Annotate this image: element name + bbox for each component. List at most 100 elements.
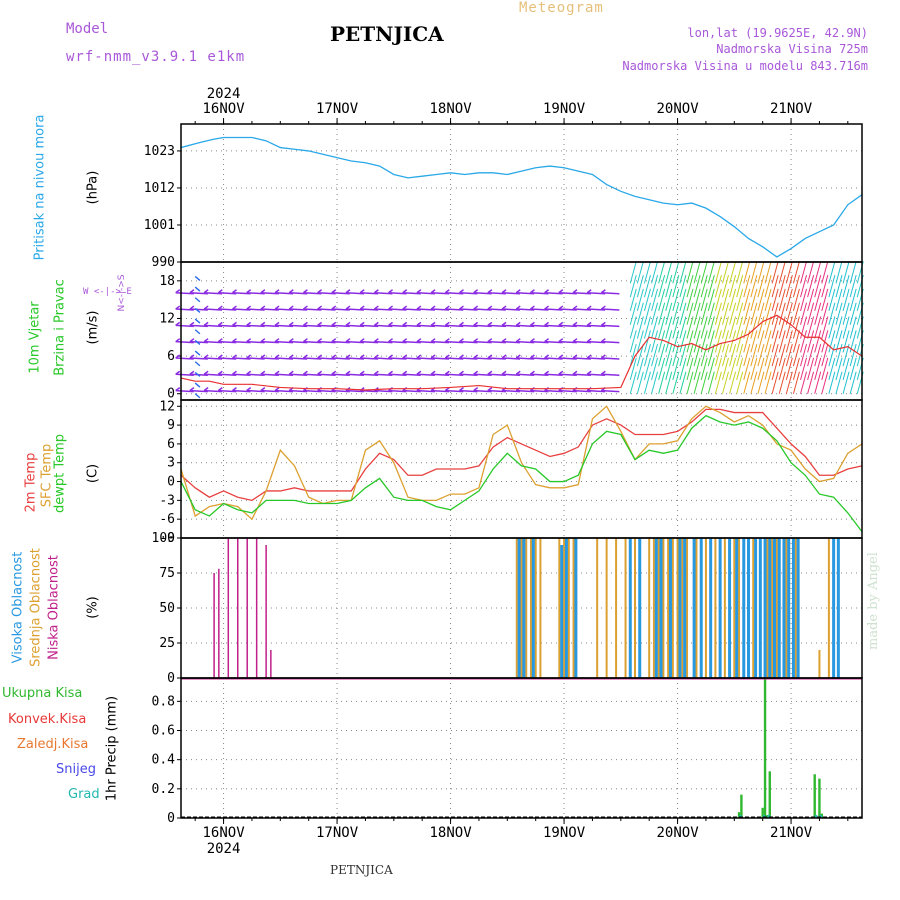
cloud-bar <box>648 538 651 678</box>
wind-barb <box>785 330 793 353</box>
wind-barb-tip <box>473 289 479 294</box>
wind-barb <box>764 330 772 353</box>
wind-barb <box>416 291 435 295</box>
wind-barb <box>651 343 659 367</box>
wind-barb <box>835 288 843 312</box>
wind-barb <box>246 389 265 393</box>
wind-barb <box>643 371 651 394</box>
wind-barb <box>317 357 336 360</box>
wind-barb-tip <box>302 354 308 359</box>
wind-barb <box>821 261 829 284</box>
wind-barb <box>707 316 715 339</box>
wind-barb <box>828 288 836 312</box>
wind-barb <box>388 340 407 344</box>
wind-barb <box>402 291 421 295</box>
wind-barb <box>643 288 651 312</box>
wind-barb <box>636 274 644 298</box>
wind-barb <box>792 371 800 394</box>
wind-barb <box>700 288 708 312</box>
wind-barb <box>388 357 407 360</box>
wind-barb-tip <box>487 386 493 392</box>
wind-barb-tip <box>189 305 195 310</box>
wind-barb <box>714 261 722 284</box>
wind-barb <box>714 316 722 339</box>
wind-barb <box>303 340 322 344</box>
wind-barb <box>487 389 506 393</box>
wind-barb <box>849 302 857 325</box>
y-tick-label: 25 <box>159 636 175 651</box>
wind-barb <box>821 316 829 339</box>
wind-barb <box>750 261 758 284</box>
cloud-bar <box>667 538 670 678</box>
y-tick-label: 0 <box>167 475 175 490</box>
wind-barb <box>317 389 336 393</box>
wind-barb <box>651 330 659 353</box>
cloud-bar <box>777 538 781 678</box>
wind-barb <box>402 389 421 393</box>
wind-barb <box>679 261 687 284</box>
wind-barb <box>764 357 772 381</box>
wind-barb <box>636 343 644 367</box>
wind-barb-tip <box>388 338 393 343</box>
wind-barb-tip <box>217 305 223 310</box>
wind-barb-tip <box>487 354 493 359</box>
panel-frame <box>180 677 863 819</box>
cloud-bar <box>709 538 713 678</box>
model-elevation: Nadmorska Visina u modelu 843.716m <box>622 59 868 73</box>
wind-barb-tip <box>373 338 379 343</box>
wind-barb-tip <box>473 370 479 375</box>
wind-barb <box>658 316 666 339</box>
wind-barb <box>693 330 701 353</box>
wind-barb <box>807 330 815 353</box>
wind-barb <box>360 308 379 311</box>
wind-barb <box>729 288 737 312</box>
wind-barb <box>679 288 687 312</box>
wind-barb-tip <box>473 305 479 310</box>
top-day-label: 21NOV <box>770 101 813 117</box>
wind-barb <box>736 357 744 381</box>
wind-barb <box>764 343 772 367</box>
wind-barb-tip <box>217 321 223 326</box>
cloud-bar <box>728 538 732 678</box>
wind-barb <box>459 291 478 295</box>
wind-barb <box>317 373 336 377</box>
wind-barb <box>792 316 800 339</box>
wind-barb-tip <box>203 354 209 359</box>
wind-barb <box>194 361 201 367</box>
wind-barb-tip <box>373 305 379 310</box>
wind-barb <box>502 308 521 311</box>
wind-barb <box>714 288 722 312</box>
wind-barb <box>835 274 843 298</box>
wind-barb <box>345 324 365 328</box>
wind-barb <box>246 308 265 311</box>
wind-barb <box>771 357 779 381</box>
wind-barb <box>693 274 701 298</box>
cloud-bar <box>818 650 821 678</box>
wind-barb <box>317 308 336 311</box>
wind-barb <box>729 316 737 339</box>
wind-barb <box>345 373 365 377</box>
wind-barb <box>757 302 765 325</box>
wind-barb <box>402 324 421 328</box>
wind-barb-tip <box>416 338 422 343</box>
wind-barb <box>643 274 651 298</box>
wind-barb-tip <box>416 370 422 375</box>
cloud-bar <box>832 538 836 678</box>
wind-barb <box>665 357 673 381</box>
wind-barb <box>700 343 708 367</box>
wind-barb <box>722 288 729 312</box>
wind-barb <box>736 261 744 284</box>
wind-barb-tip <box>586 305 592 310</box>
wind-barb <box>459 308 478 311</box>
cloud-bar <box>270 650 272 678</box>
wind-barb <box>736 274 744 298</box>
wind-barb <box>835 261 843 284</box>
wind-barb <box>175 373 194 377</box>
wind-barb <box>651 274 659 298</box>
wind-barb <box>194 297 201 303</box>
wind-barb <box>807 274 815 298</box>
wind-barb-tip <box>274 354 280 359</box>
wind-barb <box>828 274 836 298</box>
cloud-bar <box>529 538 532 678</box>
wind-barb-tip <box>175 289 181 294</box>
